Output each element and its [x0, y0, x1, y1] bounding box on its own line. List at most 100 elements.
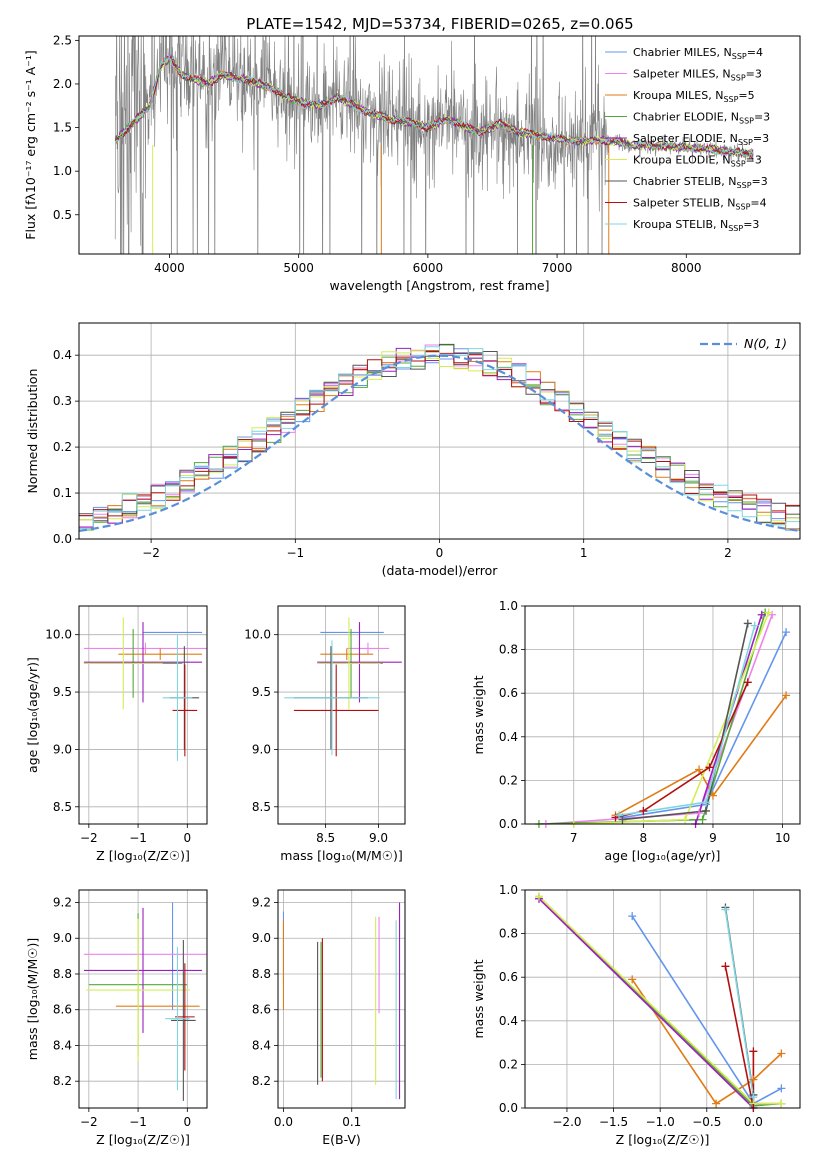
- x-axis-label: E(B-V): [322, 1132, 361, 1147]
- weight-marker: [698, 815, 707, 824]
- plot-area-mass-vs-EBV: [282, 902, 401, 1100]
- x-tick-label: 9.0: [369, 831, 388, 845]
- y-tick-label: 0.4: [499, 1014, 518, 1028]
- chart-title: PLATE=1542, MJD=53734, FIBERID=0265, z=0…: [246, 15, 633, 33]
- panel-mass-vs-Z: −2 −1 0 8.2 8.4 8.6 8.8 9.0 9.2 Z [log₁₀(Z/Z☉)] ma…: [25, 889, 208, 1147]
- x-tick-label: 6000: [413, 261, 444, 275]
- histogram-kroupa-elodie: [79, 349, 800, 522]
- y-tick-label: 9.0: [252, 931, 271, 945]
- x-tick-label: −1.5: [599, 1115, 628, 1129]
- legend-entry: Chabrier ELODIE, NSSP=3: [633, 111, 770, 126]
- weight-marker: [702, 806, 711, 815]
- y-axis-label: mass [log₁₀(M/M☉)]: [25, 938, 40, 1060]
- legend: Chabrier MILES, NSSP=4 Salpeter MILES, NS…: [605, 46, 770, 233]
- y-tick-label: 0.3: [53, 394, 72, 408]
- y-axis-label: mass weight: [471, 675, 486, 754]
- y-axis-label: age [log₁₀(age/yr)]: [25, 657, 40, 773]
- legend-entry: Salpeter STELIB, NSSP=4: [633, 197, 767, 212]
- x-axis-label: Z [log₁₀(Z/Z☉)]: [96, 848, 190, 863]
- x-tick-label: 8.5: [316, 831, 335, 845]
- chart-layer: 4000 5000 6000 7000 80000.51.01.52.02.5wavel…: [23, 33, 801, 1147]
- weight-marker: [743, 678, 752, 687]
- weight-marker: [695, 809, 704, 818]
- y-tick-label: 9.5: [252, 685, 271, 699]
- legend-entry: N(0, 1): [744, 336, 787, 351]
- weight-marker: [721, 962, 730, 971]
- weight-marker: [721, 905, 730, 914]
- x-axis-label: wavelength [Angstrom, rest frame]: [329, 278, 549, 293]
- y-tick-label: 0.6: [499, 970, 518, 984]
- y-axis-label: Flux [fλ10⁻¹⁷ erg cm⁻² s⁻¹ A⁻¹]: [23, 50, 38, 239]
- panel-residuals: −2 −1 0 1 2 0.0 0.1 0.2 0.3 0.4 (data-model)/error…: [25, 322, 801, 578]
- x-tick-label: 7000: [542, 261, 573, 275]
- y-tick-label: 0.8: [499, 643, 518, 657]
- weight-marker: [708, 791, 717, 800]
- x-tick-label: −2: [80, 1115, 98, 1129]
- y-axis-label: mass weight: [471, 959, 486, 1038]
- legend-entry: Kroupa ELODIE, NSSP=3: [633, 154, 762, 169]
- weight-marker: [639, 806, 648, 815]
- histogram-kroupa-stelib: [79, 346, 800, 529]
- plot-frame: [277, 889, 406, 1109]
- weight-line: [622, 631, 787, 819]
- y-tick-label: 0.6: [499, 686, 518, 700]
- legend-entry: Kroupa MILES, NSSP=5: [633, 89, 755, 104]
- panel-weight-vs-age: 7 8 9 10 0.0 0.2 0.4 0.6 0.8 1.0 age [log₁₀(age/yr…: [471, 599, 801, 863]
- panel-spectrum: 4000 5000 6000 7000 8000 0.5 1.0 1.5 2.0 2.5 wavel…: [23, 33, 801, 293]
- y-tick-label: 1.0: [499, 883, 518, 897]
- plot-area-age-vs-mass: [284, 617, 402, 757]
- x-tick-label: 9: [709, 831, 717, 845]
- weight-marker: [534, 892, 543, 901]
- model-spectrum: [114, 55, 754, 158]
- x-tick-label: 0.1: [342, 1115, 361, 1129]
- y-tick-label: 9.0: [53, 931, 72, 945]
- plot-frame: [78, 322, 801, 540]
- y-tick-label: 8.8: [53, 967, 72, 981]
- plot-frame: [78, 605, 208, 825]
- x-axis-label: (data-model)/error: [382, 563, 499, 578]
- y-tick-label: 9.2: [53, 896, 72, 910]
- plot-area-residuals: [79, 343, 800, 532]
- weight-marker: [614, 811, 623, 820]
- x-tick-label: −2: [80, 831, 98, 845]
- weight-line: [615, 694, 787, 817]
- x-tick-label: 0: [436, 546, 444, 560]
- panel-weight-vs-Z: −2.0 −1.5 −1.0 −0.5 0.0 0.0 0.2 0.4 0.6 0.8 1.0 Z […: [471, 883, 801, 1147]
- x-tick-label: −2: [142, 546, 160, 560]
- weight-marker: [705, 763, 714, 772]
- histogram-salpeter-elodie: [79, 347, 800, 528]
- plot-frame: [524, 889, 801, 1109]
- weight-line: [724, 909, 755, 1098]
- y-tick-label: 0.8: [499, 927, 518, 941]
- weight-marker: [764, 608, 773, 617]
- weight-marker: [777, 1084, 786, 1093]
- y-tick-label: 1.0: [499, 599, 518, 613]
- legend-entry: Salpeter ELODIE, NSSP=3: [633, 132, 769, 147]
- legend-entry: Kroupa STELIB, NSSP=3: [633, 218, 759, 233]
- y-tick-label: 0.0: [53, 532, 72, 546]
- x-tick-label: 10: [775, 831, 790, 845]
- x-tick-label: 0: [183, 1115, 191, 1129]
- x-tick-label: −1: [129, 831, 147, 845]
- weight-marker: [750, 621, 759, 630]
- weight-line: [615, 681, 749, 819]
- plot-frame: [524, 605, 801, 825]
- x-axis-label: Z [log₁₀(Z/Z☉)]: [616, 1132, 710, 1147]
- model-spectrum: [114, 58, 754, 158]
- panel-age-vs-mass: 8.5 9.0 8.5 9.0 9.5 10.0 mass [log₁₀(M/M☉)]: [244, 605, 406, 863]
- x-axis-label: Z [log₁₀(Z/Z☉)]: [96, 1132, 190, 1147]
- y-tick-label: 2.0: [53, 77, 72, 91]
- plot-frame: [277, 605, 406, 825]
- weight-line: [724, 966, 755, 1108]
- y-tick-label: 0.0: [499, 817, 518, 831]
- y-tick-label: 0.1: [53, 486, 72, 500]
- weight-marker: [777, 1099, 786, 1108]
- y-tick-label: 8.6: [53, 1003, 72, 1017]
- weight-marker: [702, 798, 711, 807]
- weight-line: [545, 614, 773, 824]
- plot-area-age-vs-Z: [83, 617, 207, 761]
- y-tick-label: 8.5: [252, 800, 271, 814]
- y-tick-label: 2.5: [53, 33, 72, 47]
- y-tick-label: 0.2: [499, 773, 518, 787]
